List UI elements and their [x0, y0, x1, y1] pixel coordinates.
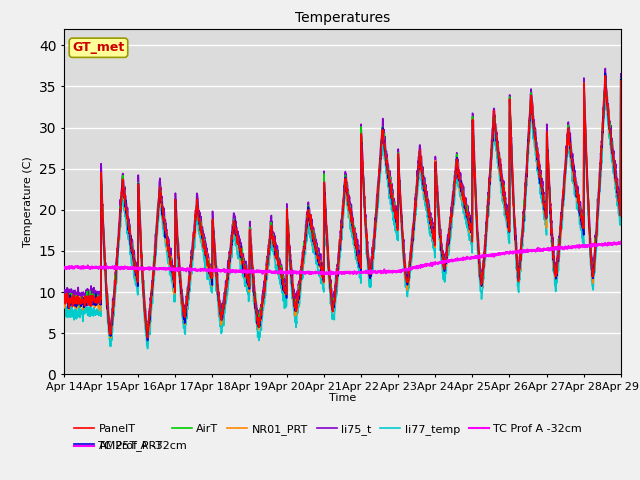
- Line: TC Prof A -32cm: TC Prof A -32cm: [64, 242, 621, 275]
- AM25T_PRT: [504, 225, 512, 231]
- li77_temp: [584, 189, 591, 194]
- NR01_PRT: [568, 159, 575, 165]
- li77_temp: [371, 245, 379, 251]
- li77_temp: [568, 166, 575, 172]
- TC Prof A -32cm: [326, 272, 334, 278]
- li77_temp: [617, 88, 625, 94]
- NR01_PRT: [60, 299, 68, 305]
- AirT: [602, 73, 609, 79]
- PanelT: [144, 335, 152, 340]
- Line: AM25T_PRT: AM25T_PRT: [64, 73, 621, 340]
- li75_t: [568, 150, 575, 156]
- PanelT: [359, 159, 367, 165]
- AirT: [60, 294, 68, 300]
- li77_temp: [60, 313, 68, 319]
- li75_t: [584, 173, 591, 179]
- TC Prof A -32cm: [584, 243, 591, 249]
- AM25T_PRT: [617, 77, 625, 83]
- AM25T_PRT: [216, 303, 223, 309]
- TC Prof A -32cm: [60, 265, 68, 271]
- TC Prof A -32cm: [504, 250, 512, 256]
- li75_t: [617, 71, 625, 77]
- PanelT: [216, 299, 223, 305]
- NR01_PRT: [107, 335, 115, 341]
- NR01_PRT: [216, 310, 223, 315]
- AirT: [617, 76, 625, 82]
- PanelT: [584, 180, 591, 186]
- NR01_PRT: [371, 235, 379, 241]
- AirT: [584, 175, 591, 180]
- Y-axis label: Temperature (C): Temperature (C): [23, 156, 33, 247]
- AirT: [107, 334, 115, 339]
- li75_t: [602, 66, 609, 72]
- TC Prof A -32cm: [359, 269, 367, 275]
- AM25T_PRT: [60, 295, 68, 300]
- NR01_PRT: [359, 165, 367, 171]
- PanelT: [504, 223, 512, 228]
- PanelT: [617, 78, 625, 84]
- li75_t: [359, 153, 367, 159]
- li77_temp: [359, 174, 367, 180]
- AM25T_PRT: [568, 158, 575, 164]
- PanelT: [568, 156, 575, 162]
- NR01_PRT: [504, 220, 512, 226]
- NR01_PRT: [584, 181, 591, 187]
- AirT: [568, 156, 575, 162]
- AirT: [371, 228, 379, 234]
- li75_t: [144, 328, 152, 334]
- Legend: TC Prof A -32cm: TC Prof A -32cm: [70, 437, 191, 456]
- Line: AirT: AirT: [64, 76, 621, 336]
- TC Prof A -32cm: [617, 239, 625, 245]
- AirT: [504, 221, 512, 227]
- Line: NR01_PRT: NR01_PRT: [64, 82, 621, 338]
- TC Prof A -32cm: [216, 267, 223, 273]
- PanelT: [60, 296, 68, 302]
- li75_t: [504, 214, 512, 220]
- Line: PanelT: PanelT: [64, 76, 621, 337]
- PanelT: [602, 73, 609, 79]
- NR01_PRT: [602, 79, 609, 84]
- AM25T_PRT: [359, 163, 367, 168]
- Title: Temperatures: Temperatures: [295, 11, 390, 25]
- NR01_PRT: [617, 81, 625, 87]
- li75_t: [60, 291, 68, 297]
- li77_temp: [144, 346, 152, 351]
- Text: GT_met: GT_met: [72, 41, 125, 54]
- AM25T_PRT: [602, 70, 609, 76]
- AM25T_PRT: [144, 337, 152, 343]
- Line: li75_t: li75_t: [64, 69, 621, 331]
- li75_t: [371, 221, 379, 227]
- TC Prof A -32cm: [371, 269, 379, 275]
- TC Prof A -32cm: [568, 244, 575, 250]
- AirT: [216, 300, 223, 305]
- AM25T_PRT: [371, 234, 379, 240]
- li77_temp: [504, 234, 512, 240]
- li75_t: [216, 298, 223, 303]
- PanelT: [371, 232, 379, 238]
- X-axis label: Time: Time: [329, 394, 356, 403]
- AM25T_PRT: [584, 180, 591, 185]
- AirT: [359, 162, 367, 168]
- Line: li77_temp: li77_temp: [64, 91, 621, 348]
- li77_temp: [216, 317, 223, 323]
